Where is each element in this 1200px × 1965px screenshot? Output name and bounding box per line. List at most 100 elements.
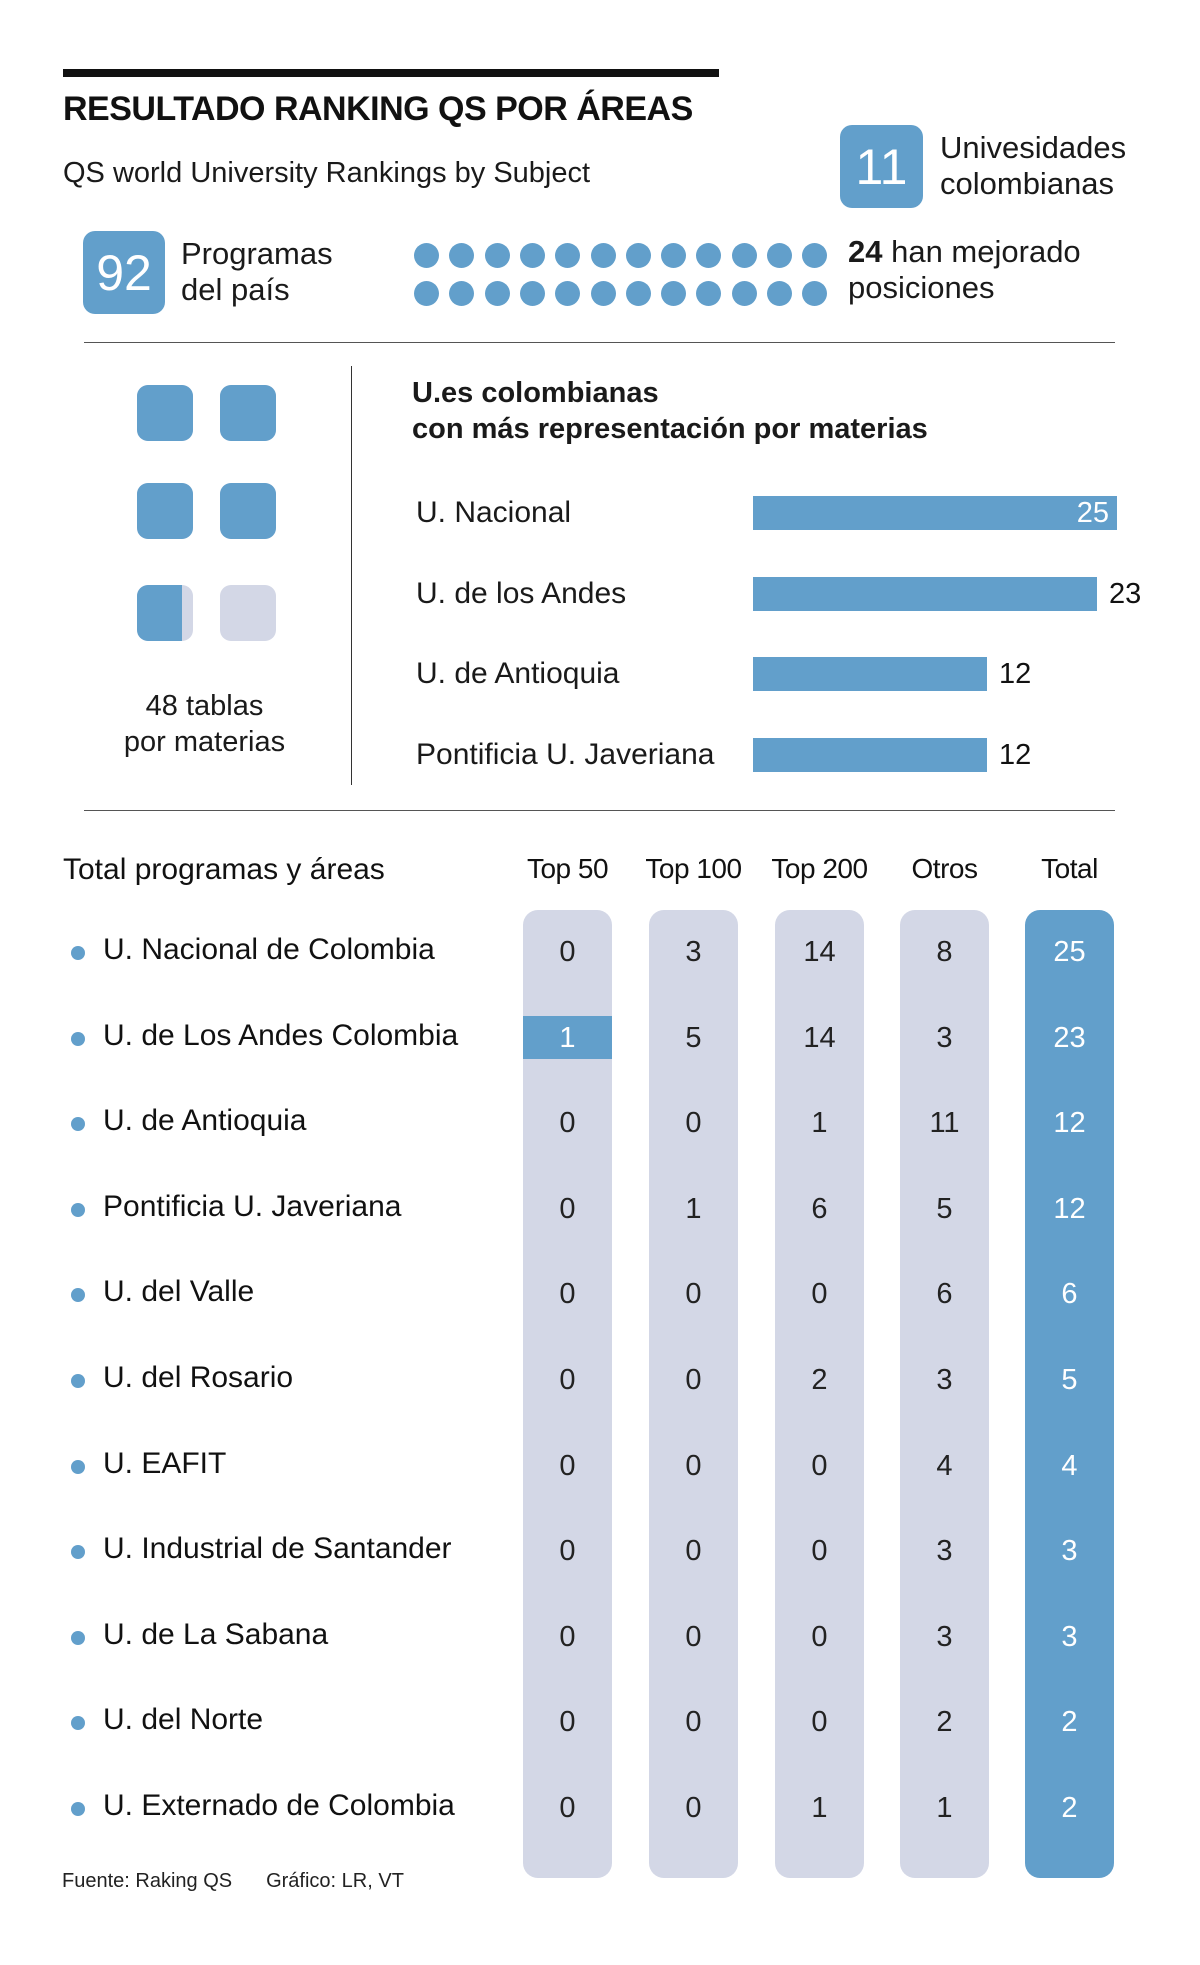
column-header: Total: [1041, 853, 1098, 884]
programs-label-line1: Programas: [181, 236, 333, 271]
table-cell: 2: [1061, 1792, 1078, 1824]
table-cell: 6: [1061, 1278, 1078, 1311]
column-pill: [523, 910, 612, 1878]
row-bullet-icon: [71, 1545, 85, 1560]
table-square-icon: [137, 585, 193, 641]
improved-dot: [767, 281, 792, 306]
table-cell: 0: [811, 1620, 828, 1653]
table-cell: 0: [685, 1535, 702, 1568]
universities-label-line1: Univesidades: [940, 130, 1127, 165]
bar: [753, 738, 987, 773]
column-pill: [1025, 910, 1114, 1878]
table-row-label: U. del Rosario: [103, 1361, 294, 1394]
bar: [753, 576, 1097, 611]
table-cell: 5: [685, 1021, 702, 1054]
table-cell: 3: [936, 1620, 953, 1653]
bar: [753, 657, 987, 692]
improved-dot: [731, 243, 757, 268]
table-square-fill: [137, 585, 182, 641]
table-cell: 14: [803, 936, 836, 968]
page-subtitle: QS world University Rankings by Subject: [63, 157, 591, 189]
improved-dot: [696, 243, 722, 268]
table-cell: 2: [1061, 1706, 1078, 1739]
column-header: Top 50: [526, 853, 609, 884]
improved-label: 24 han mejorado posiciones: [848, 234, 1081, 306]
table-cell: 0: [685, 1107, 702, 1140]
table-square-icon: [137, 385, 193, 441]
table-cell: 0: [685, 1278, 702, 1311]
row-bullet-icon: [71, 1459, 85, 1474]
bar-value-label: 25: [1076, 497, 1109, 529]
table-cell: 3: [936, 1535, 953, 1568]
improved-dot: [661, 281, 687, 306]
table-cell: 0: [811, 1278, 828, 1311]
table-cell: 0: [811, 1706, 828, 1739]
footer-source: Fuente: Raking QS: [62, 1870, 233, 1892]
table-cell: 12: [1053, 1192, 1086, 1225]
column-pill: [649, 910, 738, 1878]
table-cell: 2: [936, 1706, 953, 1739]
improved-dot: [484, 243, 510, 268]
row-bullet-icon: [71, 1117, 85, 1132]
improved-dot: [625, 281, 651, 306]
improved-dot: [555, 243, 581, 268]
improved-dot: [519, 243, 545, 268]
table-cell: 0: [559, 1535, 576, 1568]
table-row-label: U. EAFIT: [103, 1446, 227, 1480]
footer-credit: Gráfico: LR, VT: [266, 1870, 404, 1892]
improved-dot: [555, 281, 581, 306]
table-cell: 0: [685, 1449, 702, 1482]
programs-count: 92: [96, 244, 152, 301]
improved-dot: [802, 243, 828, 268]
universities-label: Univesidades colombianas: [940, 130, 1126, 202]
table-square-fill: [137, 483, 193, 539]
table-cell: 5: [1061, 1364, 1078, 1396]
table-cell: 4: [1061, 1449, 1078, 1482]
improved-dot: [767, 243, 792, 268]
bar-chart-title: U.es colombianas con más representación …: [412, 375, 928, 447]
improved-dot: [590, 281, 616, 306]
vertical-divider: [351, 366, 352, 785]
column-header: Top 100: [645, 853, 742, 884]
table-cell: 4: [936, 1449, 953, 1482]
bar: [753, 496, 1117, 530]
table-cell: 3: [936, 1364, 953, 1396]
table-row-label: U. de La Sabana: [103, 1617, 329, 1651]
table-cell: 8: [936, 936, 953, 968]
improved-dot: [484, 281, 510, 306]
table-row-label: U. Nacional de Colombia: [103, 933, 435, 966]
table-row-label: U. de Los Andes Colombia: [103, 1018, 459, 1052]
table-row-label: U. de Antioquia: [103, 1104, 307, 1138]
table-cell: 0: [559, 1278, 576, 1311]
table-square-icon: [220, 483, 276, 539]
universities-label-line2: colombianas: [940, 166, 1115, 201]
table-cell: 11: [929, 1107, 960, 1140]
table-cell: 2: [811, 1364, 828, 1396]
table-cell: 5: [936, 1192, 953, 1225]
table-square-fill: [137, 385, 193, 441]
table-row-label: U. del Valle: [103, 1275, 255, 1309]
bar-chart-title-line1: U.es colombianas: [412, 377, 659, 409]
row-bullet-icon: [71, 1374, 85, 1388]
table-square-icon: [137, 483, 193, 539]
tables-caption-line1: 48 tablas: [145, 690, 264, 722]
table-square-icon: [220, 585, 276, 641]
table-cell: 0: [811, 1449, 828, 1482]
table-row-label: U. Industrial de Santander: [103, 1532, 452, 1566]
universities-count-badge: 11: [840, 125, 923, 208]
table-cell: 0: [559, 1449, 576, 1482]
table-cell: 0: [685, 1364, 702, 1396]
programs-label-line2: del país: [181, 272, 290, 307]
tables-caption-line2: por materias: [123, 726, 286, 758]
table-row-label: U. Externado de Colombia: [103, 1789, 455, 1822]
page-title: RESULTADO RANKING QS POR ÁREAS: [63, 90, 693, 128]
table-cell: 0: [559, 936, 576, 968]
improved-dot: [625, 243, 651, 268]
table-cell: 25: [1053, 936, 1086, 968]
improved-dot: [661, 243, 687, 268]
improved-label-line1: han mejorado: [882, 234, 1081, 269]
row-bullet-icon: [71, 1202, 85, 1217]
table-cell: 12: [1053, 1107, 1086, 1140]
row-bullet-icon: [71, 1716, 85, 1731]
improved-dot: [731, 281, 757, 306]
